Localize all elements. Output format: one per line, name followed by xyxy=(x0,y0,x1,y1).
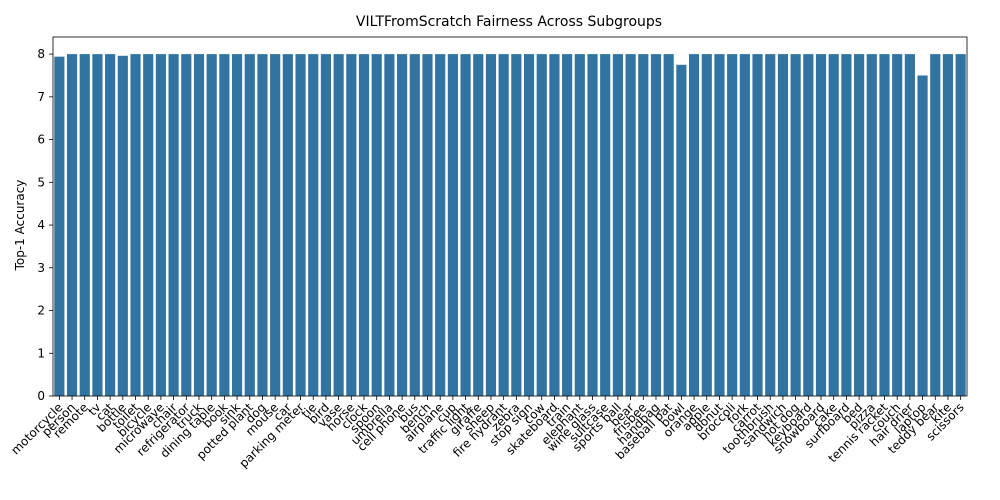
bar-frisbee xyxy=(638,54,649,396)
bar-tennis-racket xyxy=(879,54,890,396)
bar-refrigerator xyxy=(181,54,192,396)
bar-skateboard xyxy=(549,54,560,396)
bar-bed xyxy=(854,54,865,396)
bar-airplane xyxy=(435,54,446,396)
bar-sheep xyxy=(485,54,497,396)
y-axis-label: Top-1 Accuracy xyxy=(13,180,27,272)
bar-vase xyxy=(333,54,344,396)
bar-bench xyxy=(422,54,433,396)
bar-bird xyxy=(320,54,332,396)
bar-surfboard xyxy=(841,54,852,396)
bar-suitcase xyxy=(600,54,611,396)
bar-cell-phone xyxy=(397,54,408,396)
bar-chair xyxy=(168,54,179,396)
chart-title: VILTFromScratch Fairness Across Subgroup… xyxy=(356,14,662,30)
bar-couch xyxy=(892,54,903,396)
bar-bus xyxy=(409,54,420,396)
bar-clock xyxy=(358,54,370,396)
bar-toothbrush xyxy=(765,54,776,396)
y-tick-label: 3 xyxy=(37,261,45,275)
bar-traffic-light xyxy=(460,54,471,396)
bar-baseball-bat xyxy=(663,54,674,396)
y-tick-label: 7 xyxy=(37,90,45,104)
bar-stop-sign xyxy=(523,54,535,396)
bar-dining-table xyxy=(206,54,217,396)
y-tick-label: 6 xyxy=(37,133,45,147)
y-tick-label: 2 xyxy=(37,304,45,318)
bar-tv xyxy=(92,54,103,396)
bar-laptop xyxy=(917,75,928,397)
y-tick-label: 8 xyxy=(37,47,45,61)
bar-mouse xyxy=(270,54,281,396)
axes-frame xyxy=(52,36,968,397)
bar-cow xyxy=(536,54,547,396)
bar-scissors xyxy=(955,54,966,396)
bar-umbrella xyxy=(384,54,395,396)
bar-bowl xyxy=(676,64,687,396)
x-ticks-group: motorcyclepersonremotetvcatbottletoiletb… xyxy=(8,396,967,470)
bar-toilet xyxy=(130,54,141,396)
bar-zebra xyxy=(511,54,522,396)
bar-cat xyxy=(105,54,116,396)
bar-fire-hydrant xyxy=(498,54,509,396)
bar-cake xyxy=(828,54,839,396)
bar-handbag xyxy=(650,54,662,396)
bar-bottle xyxy=(117,55,128,397)
bar-giraffe xyxy=(473,54,484,396)
bars-group xyxy=(54,54,966,397)
y-tick-label: 0 xyxy=(37,389,45,403)
bar-teddy-bear xyxy=(930,54,941,396)
bar-spoon xyxy=(371,54,382,396)
bar-truck xyxy=(193,54,205,396)
bar-person xyxy=(66,54,78,396)
y-ticks-group: 0 1 2 3 4 5 6 7 8 xyxy=(37,47,53,403)
plot-border xyxy=(52,36,968,397)
bar-pizza xyxy=(866,54,877,396)
bar-car xyxy=(282,54,293,396)
bar-tie xyxy=(308,54,319,396)
bar-sink xyxy=(231,54,243,396)
bar-train xyxy=(562,54,573,396)
bar-bicycle xyxy=(143,54,154,396)
bar-apple xyxy=(701,54,712,396)
bar-parking-meter xyxy=(295,54,306,396)
bar-hair-drier xyxy=(904,54,915,396)
bar-fork xyxy=(739,54,750,396)
bar-orange xyxy=(688,54,700,396)
bar-hot-dog xyxy=(790,54,801,396)
y-tick-label: 5 xyxy=(37,175,45,189)
bar-keyboard xyxy=(803,54,814,396)
bar-potted-plant xyxy=(244,54,255,396)
bar-motorcycle xyxy=(54,56,65,396)
bar-dog xyxy=(257,54,268,396)
y-tick-label: 4 xyxy=(37,218,45,232)
bar-sports-ball xyxy=(612,54,623,396)
bar-horse xyxy=(346,54,357,396)
bar-broccoli xyxy=(727,54,738,396)
bar-microwave xyxy=(155,54,166,396)
bar-elephant xyxy=(574,54,585,396)
bar-carrot xyxy=(752,54,763,396)
bar-wine-glass xyxy=(587,54,598,396)
bar-kite xyxy=(942,54,954,396)
y-tick-label: 1 xyxy=(37,346,45,360)
bar-cup xyxy=(447,54,458,396)
bar-donut xyxy=(714,54,725,396)
bar-bear xyxy=(625,54,636,396)
bar-snowboard xyxy=(815,54,827,396)
bar-book xyxy=(219,54,230,396)
bar-sandwich xyxy=(777,54,789,396)
bar-remote xyxy=(79,54,90,396)
